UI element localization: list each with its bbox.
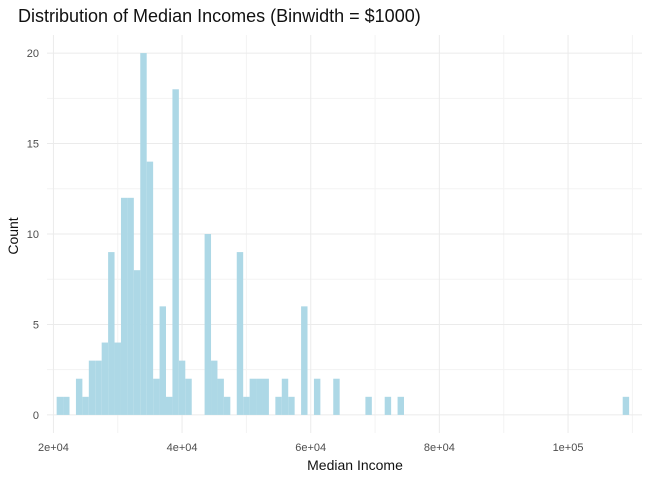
histogram-bar <box>63 396 70 415</box>
histogram-bar <box>262 378 269 415</box>
histogram-bar <box>178 360 186 415</box>
chart-title: Distribution of Median Incomes (Binwidth… <box>18 6 421 26</box>
x-tick-label: 8e+04 <box>424 442 455 454</box>
histogram-bar <box>153 378 160 415</box>
histogram-bar <box>384 396 392 415</box>
histogram-bar <box>211 360 218 415</box>
y-tick-label: 10 <box>27 229 39 241</box>
histogram-bar <box>275 396 282 415</box>
histogram-bar <box>146 161 154 415</box>
histogram-bar <box>108 252 115 415</box>
histogram-bar <box>243 396 250 415</box>
histogram-bar <box>622 396 630 415</box>
histogram-bar <box>333 378 340 415</box>
x-tick-label: 1e+05 <box>553 442 584 454</box>
histogram-bar <box>95 360 102 415</box>
histogram-bar <box>223 396 231 415</box>
histogram-bar <box>140 53 147 415</box>
y-axis-title: Count <box>5 217 21 254</box>
y-axis-ticks: 0 5 10 15 20 <box>27 48 39 422</box>
x-tick-label: 6e+04 <box>295 442 326 454</box>
bar-layer <box>56 53 630 415</box>
histogram-bar <box>185 378 192 415</box>
y-tick-label: 20 <box>27 48 39 60</box>
histogram-bar <box>101 342 109 415</box>
histogram-bar <box>120 197 128 415</box>
histogram-bar <box>365 396 372 415</box>
y-tick-label: 15 <box>27 139 39 151</box>
histogram-bar <box>166 396 173 415</box>
histogram-bar <box>127 197 134 415</box>
histogram-bar <box>159 306 166 415</box>
histogram-bar <box>281 378 289 415</box>
histogram-bar <box>88 360 96 415</box>
y-tick-label: 5 <box>33 319 39 331</box>
histogram-bar <box>249 378 257 415</box>
x-axis-ticks: 2e+04 4e+04 6e+04 8e+04 1e+05 <box>38 442 584 454</box>
histogram-bar <box>172 89 179 415</box>
histogram-bar <box>256 378 263 415</box>
x-axis-title: Median Income <box>307 457 403 473</box>
histogram-bar <box>236 252 244 415</box>
histogram-bar <box>82 396 89 415</box>
y-tick-label: 0 <box>33 410 39 422</box>
histogram-bar <box>301 306 308 415</box>
histogram-bar <box>288 396 295 415</box>
histogram-bar <box>313 378 321 415</box>
x-tick-label: 2e+04 <box>38 442 69 454</box>
histogram-bar <box>204 234 212 415</box>
histogram-bar <box>217 378 224 415</box>
histogram-bar <box>133 270 141 415</box>
histogram-bar <box>397 396 404 415</box>
x-tick-label: 4e+04 <box>167 442 198 454</box>
histogram-bar <box>114 342 121 415</box>
histogram-bar <box>75 378 83 415</box>
histogram-bar <box>56 396 64 415</box>
